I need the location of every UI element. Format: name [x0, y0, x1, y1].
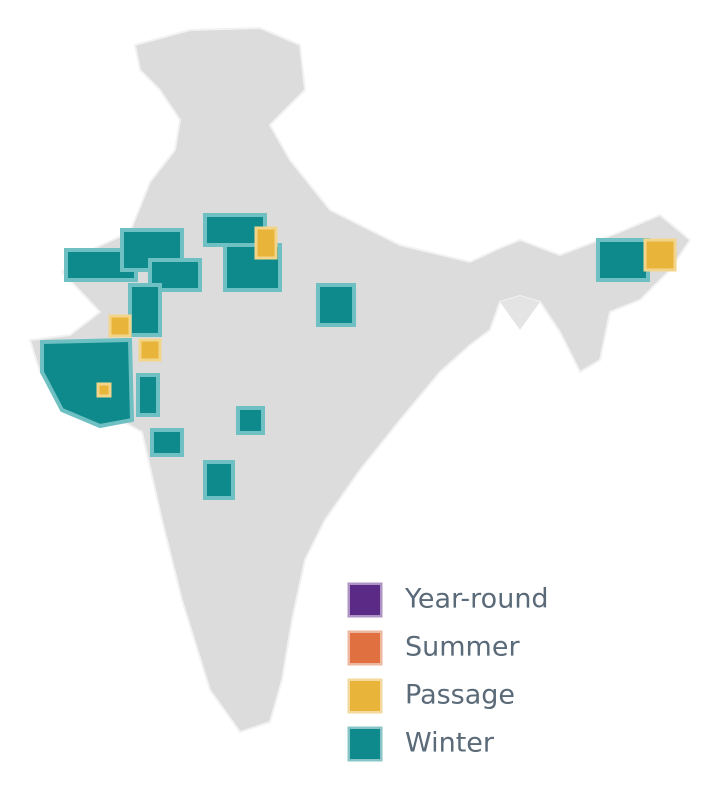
legend: Year-round Summer Passage Winter: [347, 582, 549, 762]
country-outline: [28, 26, 692, 734]
legend-label: Summer: [405, 632, 520, 663]
passage-range: [96, 226, 677, 398]
legend-swatch: [347, 582, 383, 618]
winter-range: [40, 213, 650, 500]
legend-swatch: [347, 630, 383, 666]
legend-label: Winter: [405, 728, 495, 759]
legend-swatch: [347, 726, 383, 762]
legend-label: Year-round: [404, 584, 549, 615]
legend-label: Passage: [405, 680, 515, 711]
legend-swatch: [347, 678, 383, 714]
